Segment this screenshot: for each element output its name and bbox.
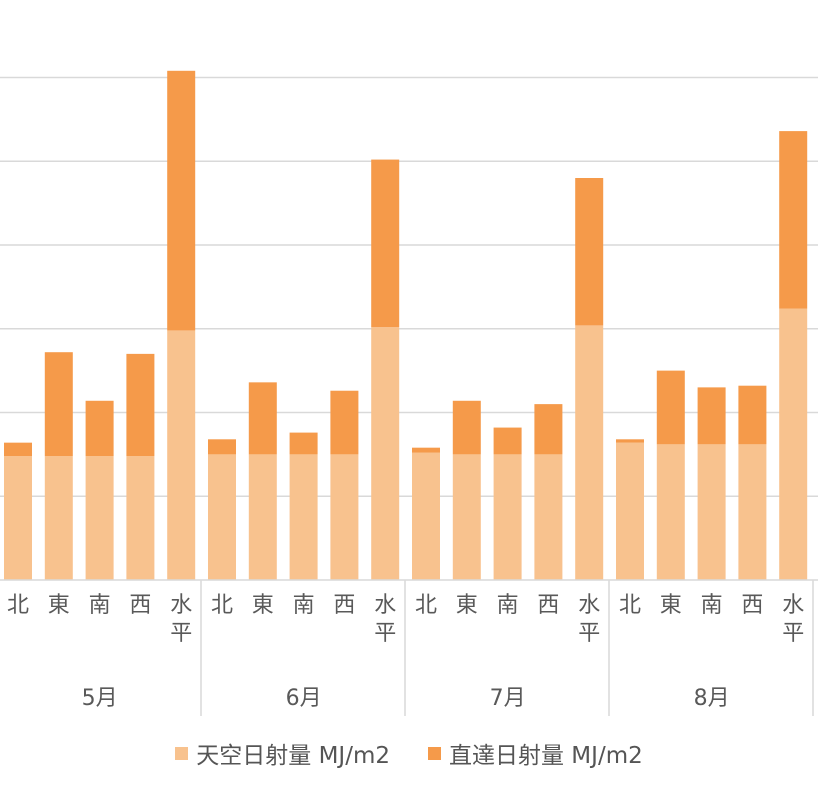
category-tick-label: 西 — [333, 593, 355, 618]
bar-diffuse — [452, 454, 481, 580]
category-tick-label: 水 — [578, 593, 600, 618]
legend-label-direct: 直達日射量 MJ/m2 — [449, 743, 643, 769]
bar-diffuse — [371, 327, 400, 580]
bar-diffuse — [779, 308, 808, 580]
bar-direct — [534, 404, 563, 455]
bar-direct — [85, 400, 114, 457]
bar-diffuse — [85, 456, 114, 580]
bar-diffuse — [4, 456, 32, 580]
legend-label-diffuse: 天空日射量 MJ/m2 — [196, 743, 390, 769]
bar-direct — [412, 447, 440, 453]
legend-swatch-direct — [428, 746, 441, 760]
bar-direct — [697, 387, 726, 445]
bar-diffuse — [44, 456, 73, 580]
category-tick-label: 北 — [7, 593, 29, 618]
category-axis: 北東南西水平5月北東南西水平6月北東南西水平7月北東南西水平8月 — [0, 579, 818, 716]
category-tick-label: 北 — [415, 593, 437, 618]
bar-diffuse — [738, 444, 767, 580]
bar-diffuse — [126, 456, 155, 580]
legend: 天空日射量 MJ/m2 直達日射量 MJ/m2 — [0, 733, 818, 773]
category-tick-label: 東 — [48, 593, 70, 618]
gridlines — [0, 76, 818, 497]
category-tick-label: 南 — [497, 593, 519, 618]
category-tick-label: 平 — [374, 621, 396, 646]
category-tick-label: 西 — [537, 593, 559, 618]
month-label: 5月 — [82, 686, 118, 711]
bar-direct — [493, 427, 522, 455]
bar-direct — [371, 159, 400, 328]
bar-diffuse — [167, 330, 196, 580]
bar-direct — [575, 178, 604, 326]
category-tick-label: 北 — [619, 593, 641, 618]
bar-diffuse — [656, 444, 685, 580]
category-tick-label: 東 — [252, 593, 274, 618]
category-tick-label: 南 — [701, 593, 723, 618]
bar-direct — [289, 432, 318, 455]
category-tick-label: 南 — [89, 593, 111, 618]
bar-diffuse — [248, 454, 277, 580]
bar-diffuse — [412, 452, 440, 580]
bar-direct — [616, 439, 644, 443]
bar-diffuse — [697, 444, 726, 580]
category-tick-label: 平 — [782, 621, 804, 646]
bar-diffuse — [534, 454, 563, 580]
legend-item-diffuse: 天空日射量 MJ/m2 — [175, 736, 390, 770]
bar-direct — [44, 352, 73, 457]
bar-diffuse — [493, 454, 522, 580]
bar-direct — [330, 390, 359, 455]
category-tick-label: 東 — [456, 593, 478, 618]
month-label: 6月 — [286, 686, 322, 711]
bar-direct — [208, 439, 236, 455]
bar-direct — [4, 442, 32, 457]
month-label: 8月 — [694, 686, 730, 711]
bar-direct — [126, 353, 155, 457]
bar-diffuse — [208, 454, 236, 580]
bar-diffuse — [289, 454, 318, 580]
category-tick-label: 平 — [170, 621, 192, 646]
category-tick-label: 西 — [129, 593, 151, 618]
bars — [4, 70, 808, 580]
category-tick-label: 東 — [660, 593, 682, 618]
category-tick-label: 北 — [211, 593, 233, 618]
category-tick-label: 西 — [741, 593, 763, 618]
category-tick-label: 平 — [578, 621, 600, 646]
bar-diffuse — [575, 325, 604, 580]
category-tick-label: 南 — [293, 593, 315, 618]
bar-direct — [656, 370, 685, 445]
bar-direct — [452, 400, 481, 455]
bar-diffuse — [330, 454, 359, 580]
bar-direct — [779, 131, 808, 309]
legend-item-direct: 直達日射量 MJ/m2 — [428, 736, 643, 770]
bar-direct — [167, 70, 196, 331]
bar-direct — [248, 382, 277, 455]
category-tick-label: 水 — [374, 593, 396, 618]
legend-swatch-diffuse — [175, 746, 189, 760]
category-tick-label: 水 — [170, 593, 192, 618]
month-label: 7月 — [490, 686, 526, 711]
bar-diffuse — [616, 442, 644, 580]
bar-direct — [738, 385, 767, 445]
category-tick-label: 水 — [782, 593, 804, 618]
